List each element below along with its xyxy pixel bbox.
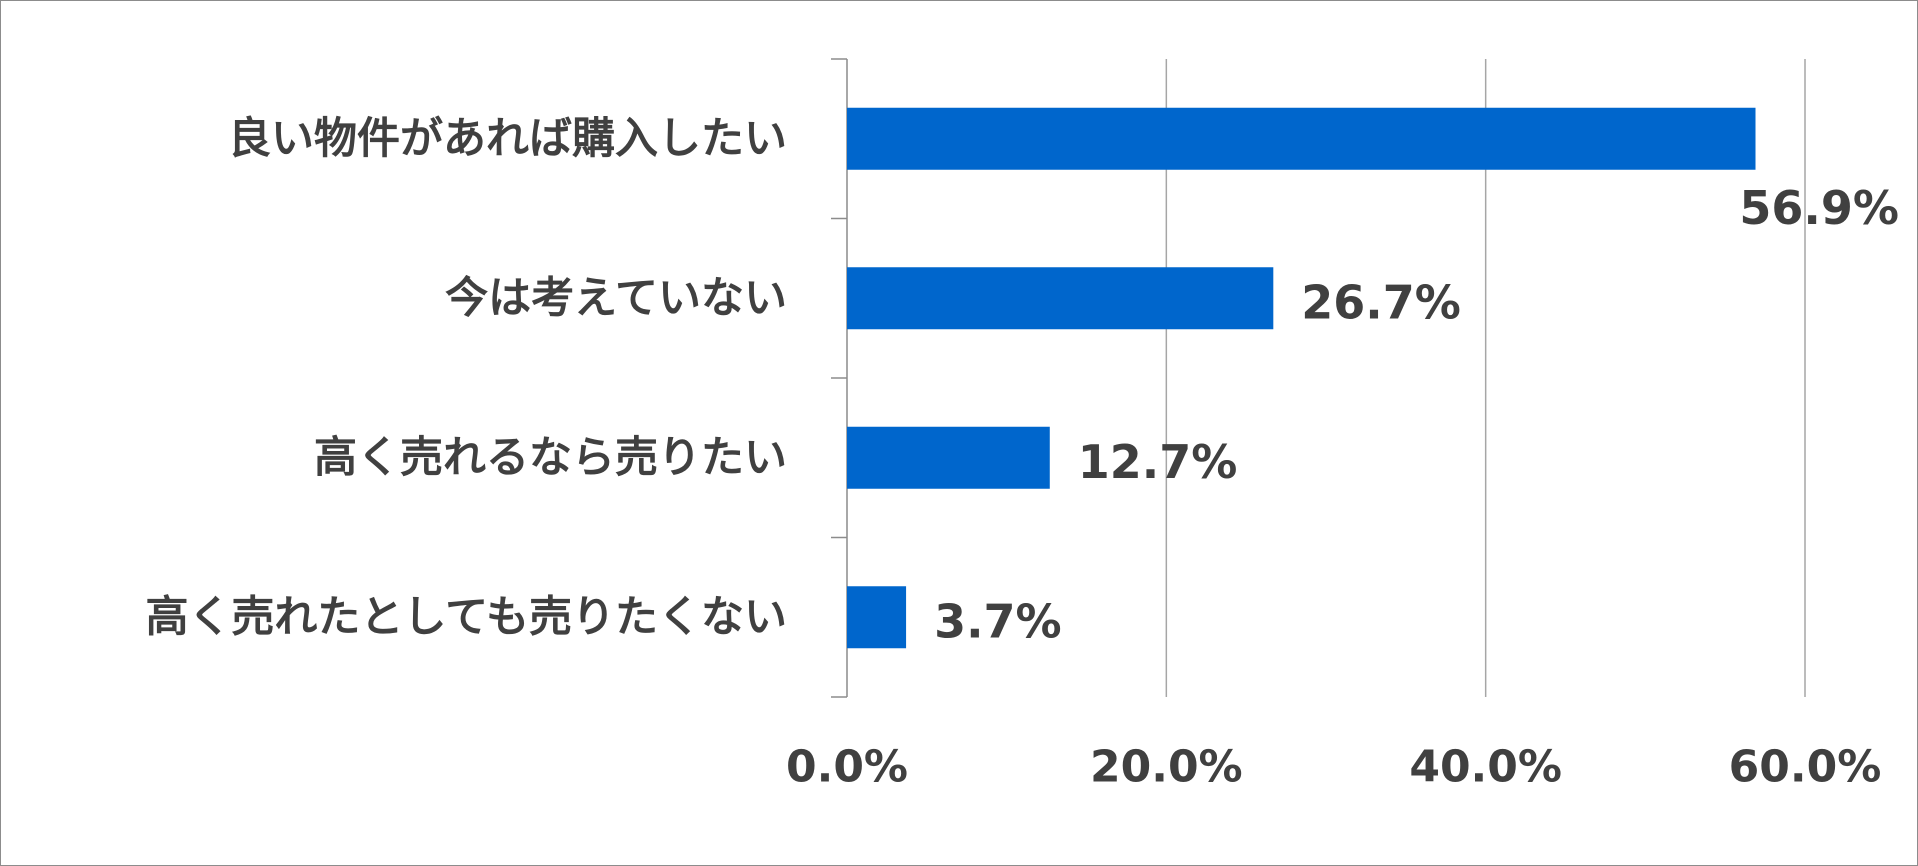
data-label-3: 3.7% xyxy=(934,594,1062,648)
x-tick-label-1: 20.0% xyxy=(1090,742,1243,793)
x-tick-label-0: 0.0% xyxy=(786,742,908,793)
data-label-1: 26.7% xyxy=(1301,275,1461,329)
bar-1 xyxy=(847,267,1274,330)
category-label-0: 良い物件があれば購入したい xyxy=(228,114,787,164)
data-label-2: 12.7% xyxy=(1078,435,1238,489)
x-tick-label-3: 60.0% xyxy=(1729,742,1882,793)
data-label-0: 56.9% xyxy=(1739,181,1899,235)
bar-2 xyxy=(847,426,1050,489)
x-tick-label-2: 40.0% xyxy=(1409,742,1562,793)
bar-0 xyxy=(847,107,1756,170)
category-label-1: 今は考えていない xyxy=(445,273,787,323)
category-label-2: 高く売れるなら売りたい xyxy=(314,433,787,483)
bar-3 xyxy=(847,586,907,649)
category-label-3: 高く売れたとしても売りたくない xyxy=(145,592,787,642)
